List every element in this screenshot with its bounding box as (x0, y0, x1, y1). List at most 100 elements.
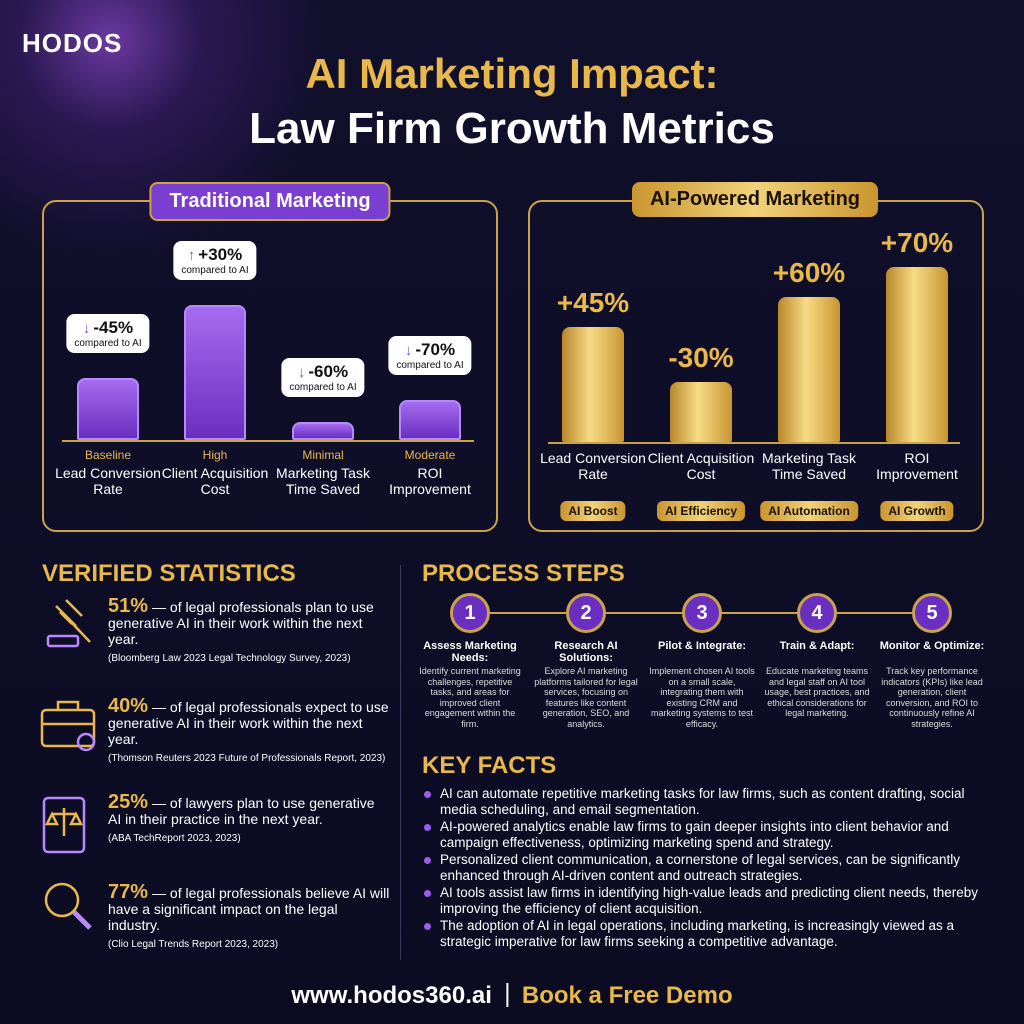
step-number: 1 (450, 593, 490, 633)
bar (77, 378, 139, 440)
stat-icons (40, 599, 96, 930)
arrow-icon: ↓ (297, 364, 306, 381)
callout: ↑ +30% compared to AI (173, 241, 257, 280)
arrow-icon: ↓ (404, 342, 413, 359)
key-fact: The adoption of AI in legal operations, … (440, 918, 955, 949)
bar (292, 422, 354, 440)
metric-label: ROI Improvement (876, 450, 958, 482)
key-fact: AI can automate repetitive marketing tas… (440, 786, 965, 817)
callout: ↓ -70% compared to AI (388, 336, 472, 375)
ai-tag: AI Automation (760, 501, 858, 521)
metric-label: Lead Conversion Rate (55, 465, 161, 497)
level: High (202, 448, 228, 462)
change-value: -30% (668, 342, 734, 373)
step-number: 2 (566, 593, 606, 633)
title-line-1: AI Marketing Impact: (305, 50, 719, 97)
bar (886, 267, 948, 442)
bullet (424, 824, 431, 831)
callout-note: compared to AI (74, 338, 142, 349)
change-text: -60% (308, 362, 349, 381)
change-value: +60% (772, 257, 846, 288)
change-text: -45% (93, 318, 134, 337)
step-title: Assess Marketing Needs: (423, 640, 517, 664)
stat-source: (ABA TechReport 2023, 2023) (108, 833, 241, 844)
change-value: ↑ +30% (181, 245, 248, 265)
step-title: Monitor & Optimize: (879, 640, 985, 652)
step-text: Implement chosen AI tools on a small sca… (649, 666, 755, 729)
step-number: 5 (912, 593, 952, 633)
stat-source: (Bloomberg Law 2023 Legal Technology Sur… (108, 653, 351, 664)
ai-tag: AI Efficiency (656, 501, 746, 521)
bar (670, 382, 732, 442)
arrow-icon: ↓ (82, 320, 91, 337)
stat-source: (Thomson Reuters 2023 Future of Professi… (108, 753, 386, 764)
title-line-2: Law Firm Growth Metrics (249, 104, 775, 153)
bullet (424, 890, 431, 897)
stat-text: — of legal professionals plan to use gen… (108, 599, 374, 647)
callout: ↓ -45% compared to AI (66, 314, 150, 353)
demo-cta[interactable]: Book a Free Demo (521, 982, 733, 1009)
step-text: Track key performance indicators (KPIs) … (881, 666, 983, 729)
step-text: Explore AI marketing platforms tailored … (534, 666, 638, 729)
level: Baseline (84, 448, 132, 462)
section-heading: PROCESS STEPS (422, 560, 625, 587)
brand-logo: HODOS (22, 28, 123, 58)
change-value: ↓ -70% (396, 340, 463, 360)
key-fact: Personalized client communication, a cor… (440, 852, 961, 883)
stat-item: 77% — of legal professionals believe AI w… (108, 881, 390, 951)
metric-label: Marketing Task Time Saved (762, 450, 856, 482)
ai-tag: AI Growth (880, 501, 954, 521)
stat-value: 77% (108, 881, 149, 903)
change-value: +45% (556, 287, 630, 318)
step-title: Pilot & Integrate: (657, 640, 746, 652)
callout: ↓ -60% compared to AI (281, 358, 365, 397)
section-heading: KEY FACTS (422, 752, 557, 779)
callout-note: compared to AI (289, 382, 357, 393)
bar (778, 297, 840, 442)
bar (399, 400, 461, 440)
metric-label: Client Acquisition Cost (161, 465, 269, 497)
stat-text: — of legal professionals expect to use g… (108, 699, 389, 747)
change-text: -70% (415, 340, 456, 359)
metric-label: Client Acquisition Cost (647, 450, 755, 482)
step-number: 4 (797, 593, 837, 633)
metric-label: Marketing Task Time Saved (276, 465, 370, 497)
stat-item: 51% — of legal professionals plan to use … (108, 595, 390, 665)
level: Minimal (302, 448, 344, 462)
arrow-icon: ↑ (187, 247, 196, 264)
callout-note: compared to AI (181, 265, 249, 276)
step-title: Train & Adapt: (779, 640, 855, 652)
metric-label: ROI Improvement (389, 465, 471, 497)
change-value: +70% (880, 227, 954, 258)
section-heading: VERIFIED STATISTICS (42, 560, 296, 587)
callout-note: compared to AI (396, 360, 464, 371)
key-fact: AI tools assist law firms in identifying… (440, 885, 979, 916)
stat-value: 40% (108, 695, 149, 717)
level: Moderate (404, 448, 456, 462)
baseline (62, 440, 474, 442)
stat-value: 51% (108, 595, 149, 617)
bullet (424, 791, 431, 798)
change-value: ↓ -45% (74, 318, 141, 338)
key-fact: AI-powered analytics enable law firms to… (440, 819, 949, 850)
footer: www.hodos360.ai Book a Free Demo (291, 982, 732, 1010)
change-value: ↓ -60% (289, 362, 356, 382)
bullet (424, 857, 431, 864)
divider (400, 565, 401, 960)
metric-label: Lead Conversion Rate (540, 450, 646, 482)
stat-text: — of legal professionals believe AI will… (108, 885, 390, 933)
bar (184, 305, 246, 440)
stat-item: 40% — of legal professionals expect to us… (108, 695, 390, 765)
stat-item: 25% — of lawyers plan to use generative A… (108, 791, 390, 845)
stat-value: 25% (108, 791, 149, 813)
step-text: Identify current marketing challenges, r… (419, 666, 521, 729)
bar (562, 327, 624, 442)
bullet (424, 923, 431, 930)
traditional-heading: Traditional Marketing (149, 182, 391, 221)
step-number: 3 (682, 593, 722, 633)
website-url: www.hodos360.ai (291, 982, 492, 1009)
change-text: +30% (198, 245, 243, 264)
step-text: Educate marketing teams and legal staff … (764, 666, 870, 718)
baseline (548, 442, 960, 444)
